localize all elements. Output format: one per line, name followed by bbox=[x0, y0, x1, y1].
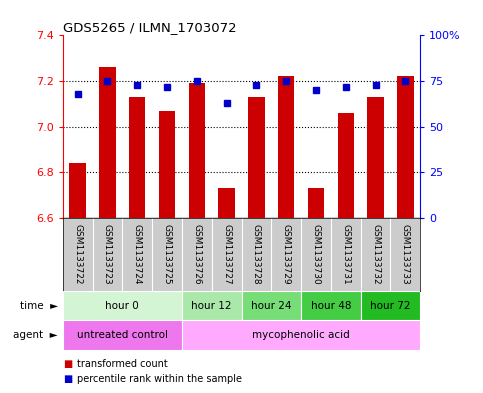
Bar bbox=[242, 291, 301, 320]
Text: time  ►: time ► bbox=[20, 301, 58, 310]
Text: GSM1133733: GSM1133733 bbox=[401, 224, 410, 285]
Bar bbox=[308, 188, 324, 218]
Bar bbox=[301, 291, 361, 320]
Bar bbox=[248, 97, 265, 218]
Text: hour 72: hour 72 bbox=[370, 301, 411, 310]
Bar bbox=[218, 188, 235, 218]
Text: GSM1133730: GSM1133730 bbox=[312, 224, 320, 285]
Text: GSM1133722: GSM1133722 bbox=[73, 224, 82, 285]
Text: agent  ►: agent ► bbox=[14, 330, 58, 340]
Text: GSM1133728: GSM1133728 bbox=[252, 224, 261, 285]
Bar bbox=[189, 83, 205, 218]
Text: GSM1133726: GSM1133726 bbox=[192, 224, 201, 285]
Bar bbox=[397, 77, 413, 218]
Bar bbox=[368, 97, 384, 218]
Text: hour 24: hour 24 bbox=[251, 301, 292, 310]
Text: GSM1133723: GSM1133723 bbox=[103, 224, 112, 285]
Bar bbox=[338, 113, 354, 218]
Text: ■: ■ bbox=[63, 374, 72, 384]
Text: untreated control: untreated control bbox=[77, 330, 168, 340]
Text: GSM1133725: GSM1133725 bbox=[163, 224, 171, 285]
Text: mycophenolic acid: mycophenolic acid bbox=[252, 330, 350, 340]
Text: percentile rank within the sample: percentile rank within the sample bbox=[77, 374, 242, 384]
Bar bbox=[129, 97, 145, 218]
Bar bbox=[63, 320, 182, 350]
Text: hour 12: hour 12 bbox=[191, 301, 232, 310]
Text: hour 48: hour 48 bbox=[311, 301, 351, 310]
Text: GSM1133729: GSM1133729 bbox=[282, 224, 291, 285]
Text: GSM1133731: GSM1133731 bbox=[341, 224, 350, 285]
Bar bbox=[182, 291, 242, 320]
Text: GSM1133732: GSM1133732 bbox=[371, 224, 380, 285]
Text: hour 0: hour 0 bbox=[105, 301, 139, 310]
Bar bbox=[159, 111, 175, 218]
Text: GSM1133724: GSM1133724 bbox=[133, 224, 142, 285]
Bar bbox=[99, 67, 115, 218]
Bar bbox=[182, 320, 420, 350]
Bar bbox=[63, 291, 182, 320]
Text: transformed count: transformed count bbox=[77, 358, 168, 369]
Bar bbox=[70, 163, 86, 218]
Bar bbox=[361, 291, 420, 320]
Bar bbox=[278, 77, 294, 218]
Text: GDS5265 / ILMN_1703072: GDS5265 / ILMN_1703072 bbox=[63, 21, 236, 34]
Text: GSM1133727: GSM1133727 bbox=[222, 224, 231, 285]
Text: ■: ■ bbox=[63, 358, 72, 369]
